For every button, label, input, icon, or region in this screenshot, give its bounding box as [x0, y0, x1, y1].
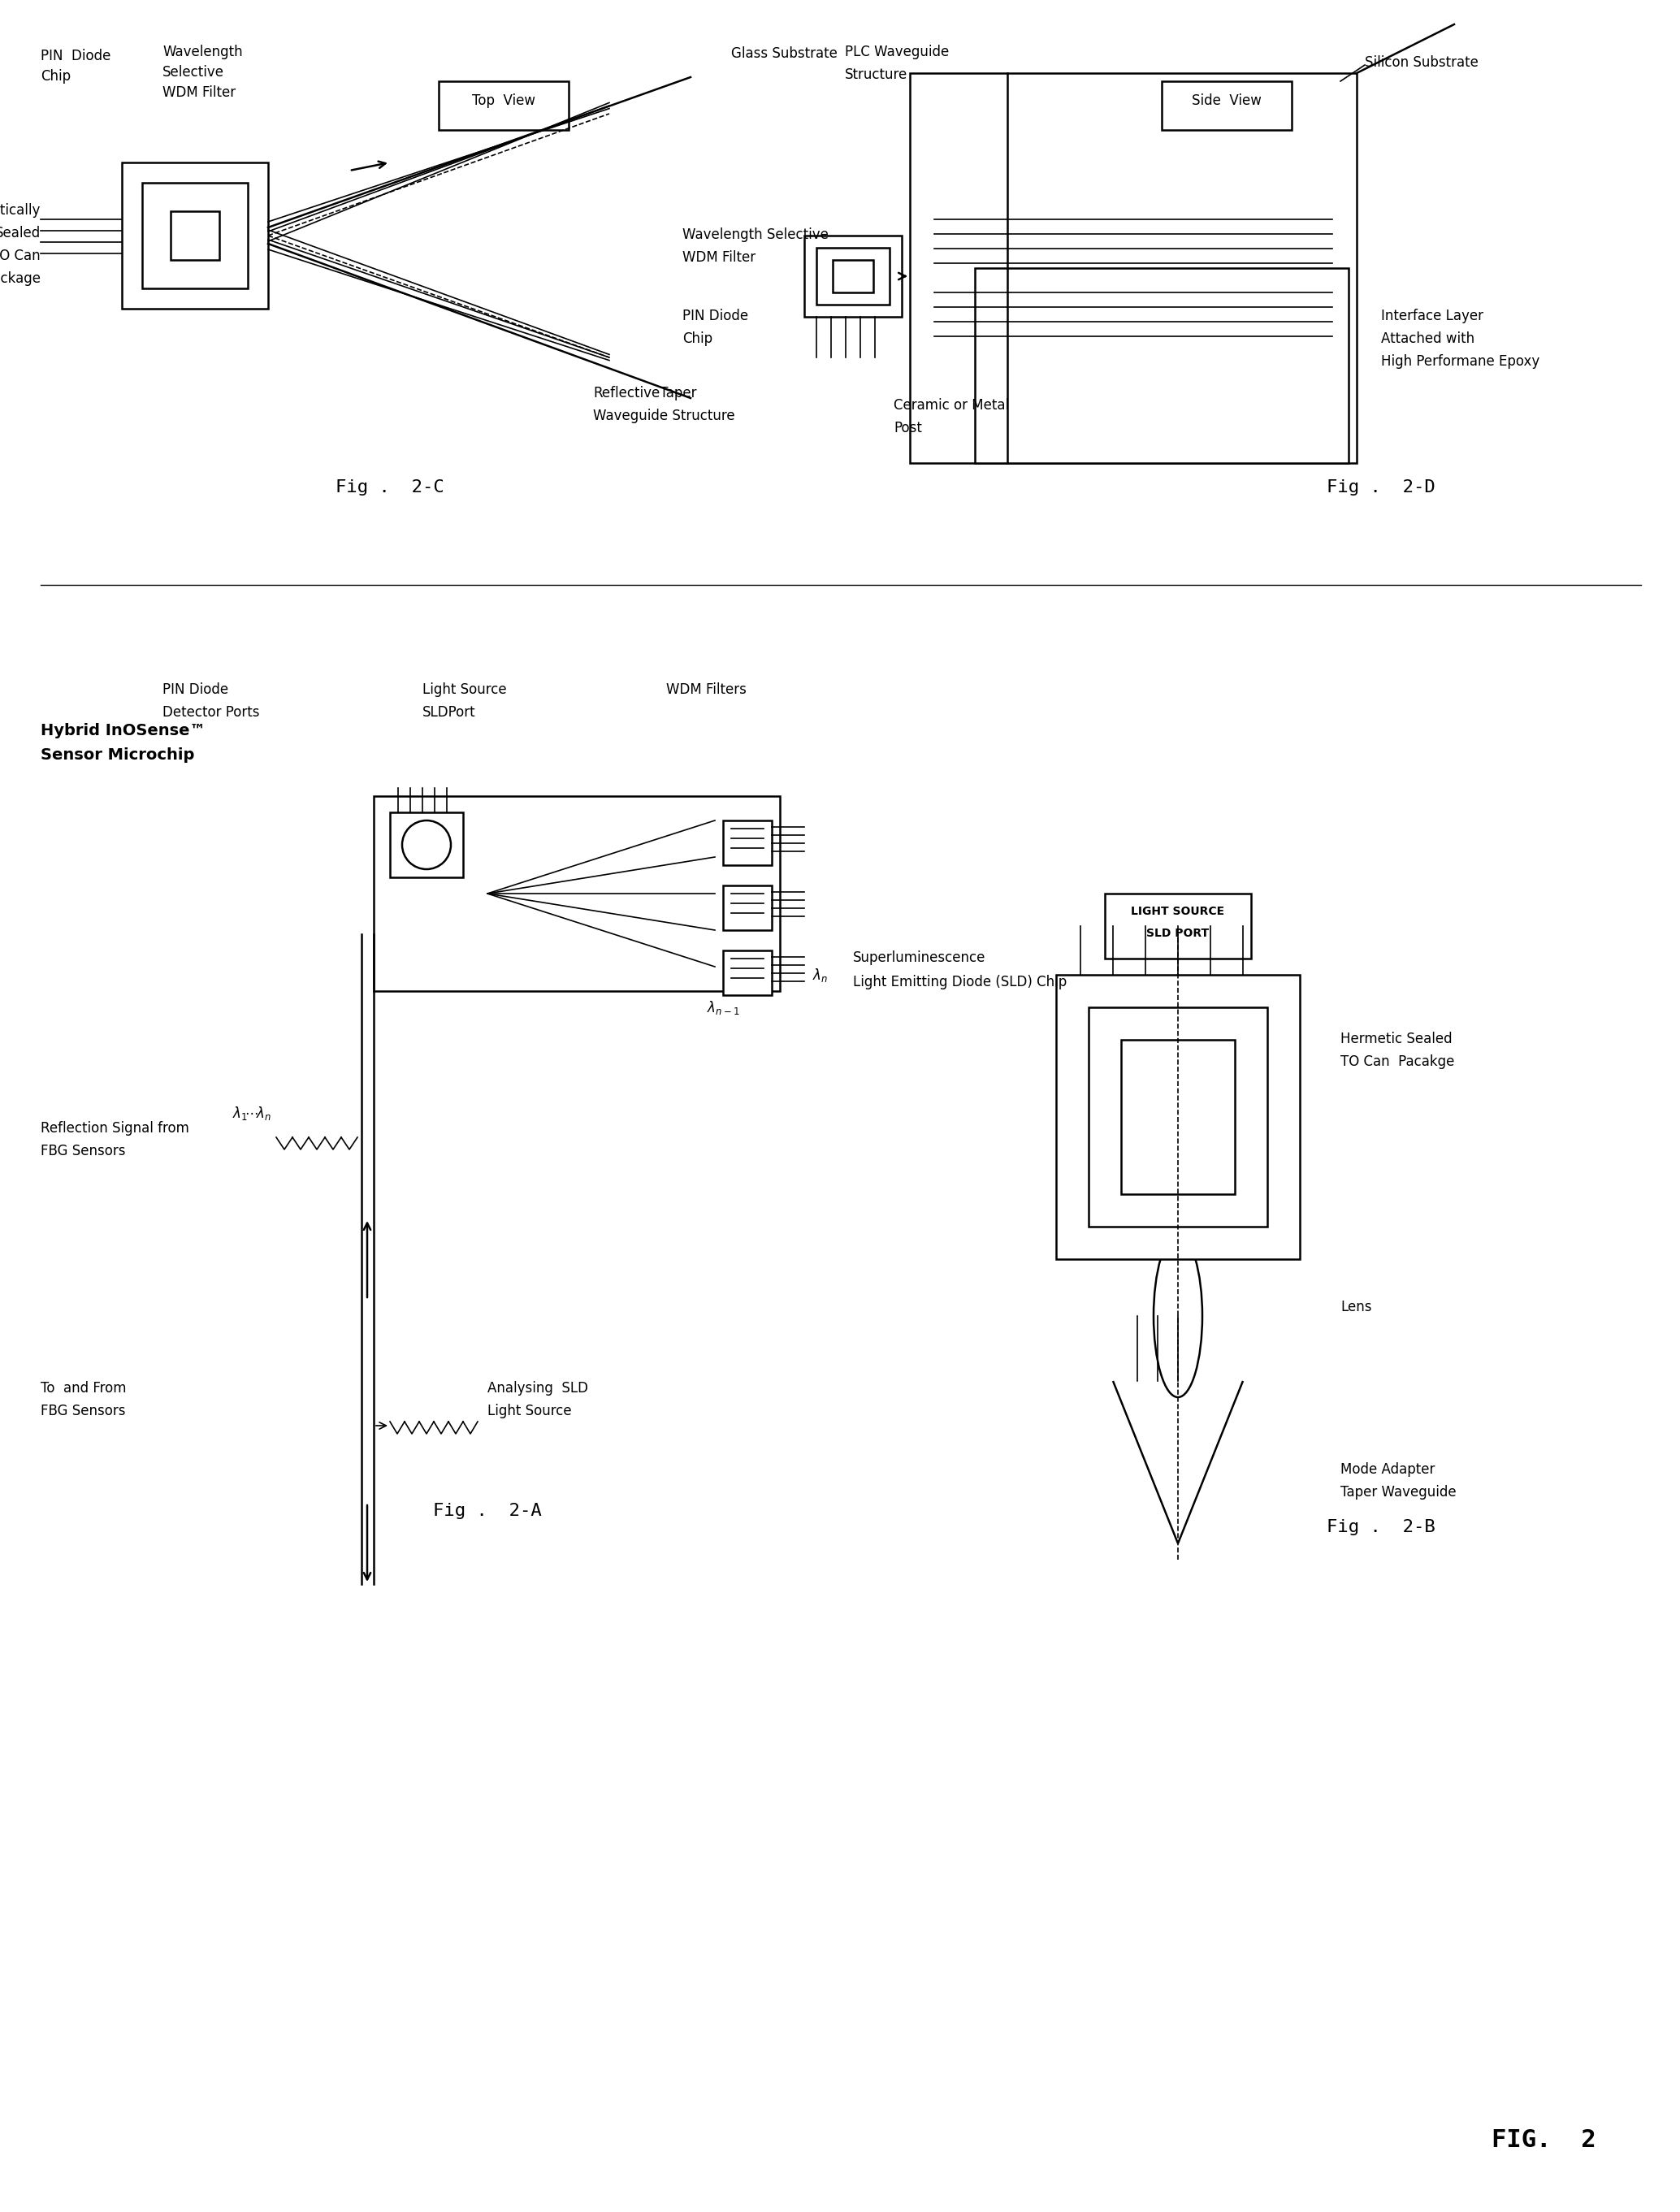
Text: Structure: Structure — [845, 66, 907, 82]
Text: Taper Waveguide: Taper Waveguide — [1341, 1484, 1457, 1500]
Text: Selective: Selective — [163, 64, 223, 80]
Bar — [805, 237, 902, 316]
Bar — [974, 268, 1349, 462]
Text: Hermetically: Hermetically — [0, 204, 40, 217]
Text: PIN  Diode: PIN Diode — [40, 49, 111, 64]
Text: ReflectiveTaper: ReflectiveTaper — [593, 385, 697, 400]
Bar — [123, 161, 269, 310]
Text: TO Can  Pacakge: TO Can Pacakge — [1341, 1055, 1455, 1068]
Text: Waveguide Structure: Waveguide Structure — [593, 409, 734, 422]
Text: Fig .  2-D: Fig . 2-D — [1327, 480, 1435, 495]
Text: Glass Substrate: Glass Substrate — [731, 46, 837, 62]
Text: Ceramic or Metal: Ceramic or Metal — [894, 398, 1010, 414]
Bar — [1121, 1040, 1235, 1194]
Bar — [171, 210, 220, 261]
Bar — [1089, 1006, 1267, 1228]
Text: Light Source: Light Source — [422, 681, 507, 697]
Bar — [816, 248, 889, 305]
Text: LIGHT SOURCE: LIGHT SOURCE — [1131, 905, 1225, 918]
Text: $\lambda_{n-1}$: $\lambda_{n-1}$ — [707, 1000, 739, 1015]
Text: SLDPort: SLDPort — [422, 706, 475, 719]
Ellipse shape — [1154, 1234, 1203, 1398]
Text: Top  View: Top View — [472, 93, 536, 108]
Text: Detector Ports: Detector Ports — [163, 706, 259, 719]
Text: $\lambda_n$: $\lambda_n$ — [813, 967, 828, 984]
Text: Analysing  SLD: Analysing SLD — [487, 1380, 588, 1396]
Text: Fig .  2-B: Fig . 2-B — [1327, 1520, 1435, 1535]
Text: Interface Layer: Interface Layer — [1381, 310, 1483, 323]
Bar — [390, 812, 464, 878]
Text: PIN Diode: PIN Diode — [163, 681, 228, 697]
Text: Sensor Microchip: Sensor Microchip — [40, 748, 195, 763]
Text: FBG Sensors: FBG Sensors — [40, 1405, 126, 1418]
Bar — [722, 821, 771, 865]
Bar — [911, 73, 1357, 462]
Text: SLD PORT: SLD PORT — [1147, 927, 1210, 940]
Bar — [1161, 82, 1292, 131]
Text: Fig .  2-A: Fig . 2-A — [433, 1502, 541, 1520]
Text: FIG.  2: FIG. 2 — [1492, 2128, 1596, 2152]
Text: WDM Filter: WDM Filter — [163, 86, 235, 100]
Text: TO Can: TO Can — [0, 248, 40, 263]
Text: Hermetic Sealed: Hermetic Sealed — [1341, 1031, 1452, 1046]
Text: Light Source: Light Source — [487, 1405, 571, 1418]
Text: Side  View: Side View — [1191, 93, 1262, 108]
Bar — [373, 796, 780, 991]
Text: Lens: Lens — [1341, 1301, 1371, 1314]
Text: Chip: Chip — [682, 332, 712, 345]
Text: FBG Sensors: FBG Sensors — [40, 1144, 126, 1159]
Bar — [1105, 894, 1252, 958]
Text: Wavelength Selective: Wavelength Selective — [682, 228, 828, 241]
Text: PIN Diode: PIN Diode — [682, 310, 748, 323]
Text: Silicon Substrate: Silicon Substrate — [1364, 55, 1478, 71]
Text: Wavelength: Wavelength — [163, 44, 242, 60]
Bar — [722, 885, 771, 929]
Text: Hybrid InOSense™: Hybrid InOSense™ — [40, 723, 205, 739]
Text: Post: Post — [894, 420, 922, 436]
Bar — [1057, 975, 1300, 1259]
Text: PLC Waveguide: PLC Waveguide — [845, 44, 949, 60]
Text: Superluminescence: Superluminescence — [853, 951, 986, 964]
Circle shape — [402, 821, 450, 869]
Bar — [438, 82, 568, 131]
Text: $\lambda_1\!\cdots\!\lambda_n$: $\lambda_1\!\cdots\!\lambda_n$ — [232, 1104, 272, 1121]
Text: Light Emitting Diode (SLD) Chip: Light Emitting Diode (SLD) Chip — [853, 975, 1067, 989]
Bar — [722, 951, 771, 995]
Text: Sealed: Sealed — [0, 226, 40, 241]
Text: Fig .  2-C: Fig . 2-C — [336, 480, 444, 495]
Text: High Performane Epoxy: High Performane Epoxy — [1381, 354, 1539, 369]
Text: Attached with: Attached with — [1381, 332, 1475, 345]
Text: Chip: Chip — [40, 69, 71, 84]
Bar — [833, 261, 874, 292]
Text: To  and From: To and From — [40, 1380, 126, 1396]
Text: Package: Package — [0, 272, 40, 285]
Bar — [143, 184, 247, 288]
Text: WDM Filter: WDM Filter — [682, 250, 756, 265]
Text: Mode Adapter: Mode Adapter — [1341, 1462, 1435, 1478]
Text: Reflection Signal from: Reflection Signal from — [40, 1121, 190, 1135]
Text: WDM Filters: WDM Filters — [667, 681, 746, 697]
